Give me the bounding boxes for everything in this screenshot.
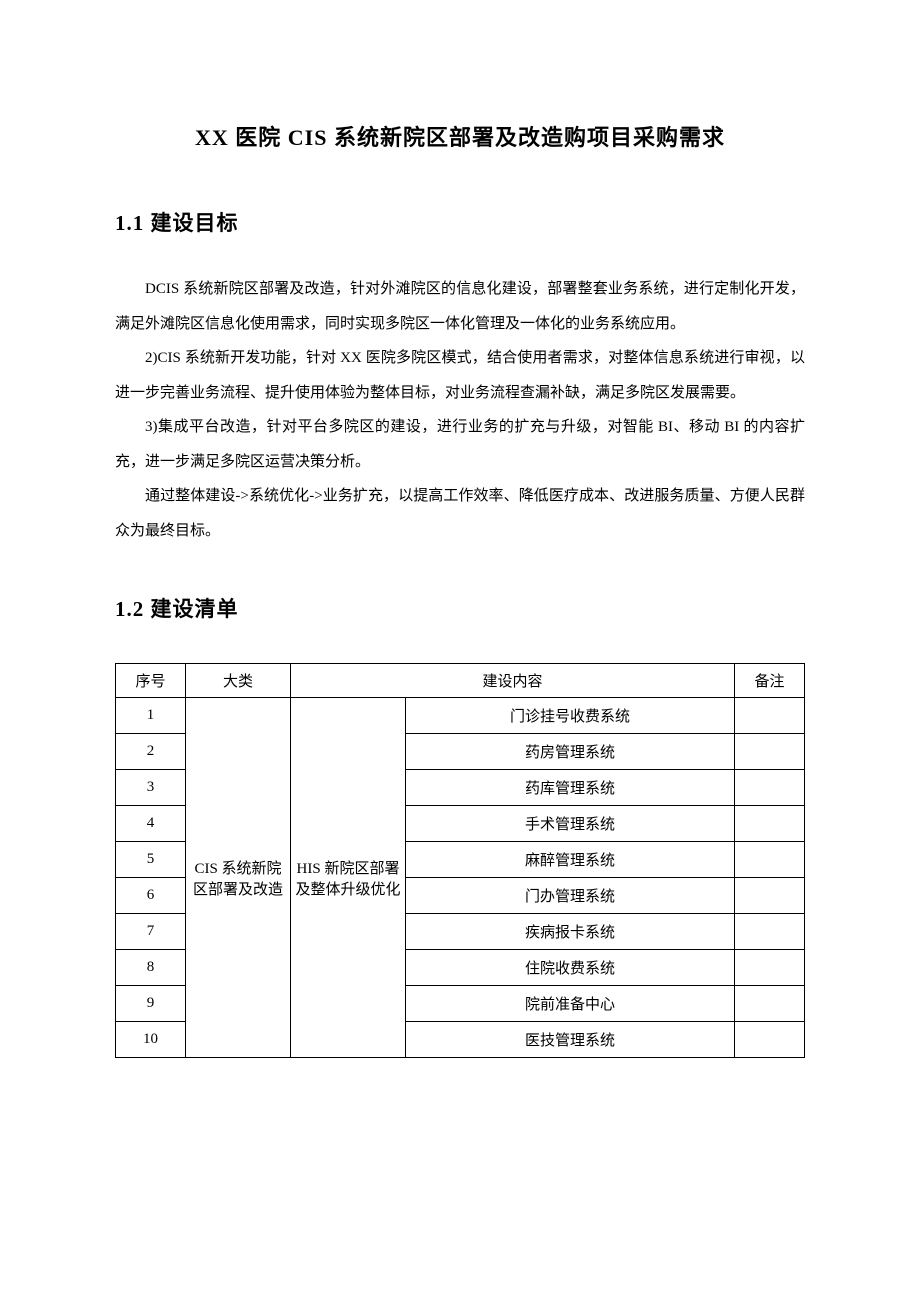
cell-remark xyxy=(735,698,805,734)
header-remark: 备注 xyxy=(735,664,805,698)
cell-seq: 10 xyxy=(116,1022,186,1058)
section-1-body: DCIS 系统新院区部署及改造，针对外滩院区的信息化建设，部署整套业务系统，进行… xyxy=(115,272,805,548)
cell-seq: 5 xyxy=(116,842,186,878)
table-row: 1 CIS 系统新院区部署及改造 HIS 新院区部署及整体升级优化 门诊挂号收费… xyxy=(116,698,805,734)
cell-content: 门诊挂号收费系统 xyxy=(406,698,735,734)
cell-content: 麻醉管理系统 xyxy=(406,842,735,878)
cell-seq: 6 xyxy=(116,878,186,914)
section-1-heading: 1.1 建设目标 xyxy=(115,207,805,237)
cell-remark xyxy=(735,734,805,770)
cell-category-merged: CIS 系统新院区部署及改造 xyxy=(186,698,291,1058)
cell-seq: 2 xyxy=(116,734,186,770)
cell-remark xyxy=(735,986,805,1022)
cell-remark xyxy=(735,1022,805,1058)
cell-seq: 3 xyxy=(116,770,186,806)
cell-content: 药房管理系统 xyxy=(406,734,735,770)
cell-remark xyxy=(735,914,805,950)
cell-remark xyxy=(735,806,805,842)
cell-remark xyxy=(735,950,805,986)
document-title: XX 医院 CIS 系统新院区部署及改造购项目采购需求 xyxy=(115,120,805,152)
cell-seq: 9 xyxy=(116,986,186,1022)
paragraph-1: DCIS 系统新院区部署及改造，针对外滩院区的信息化建设，部署整套业务系统，进行… xyxy=(115,272,805,341)
header-seq: 序号 xyxy=(116,664,186,698)
cell-content: 院前准备中心 xyxy=(406,986,735,1022)
table-body: 1 CIS 系统新院区部署及改造 HIS 新院区部署及整体升级优化 门诊挂号收费… xyxy=(116,698,805,1058)
paragraph-4: 通过整体建设->系统优化->业务扩充，以提高工作效率、降低医疗成本、改进服务质量… xyxy=(115,479,805,548)
cell-seq: 4 xyxy=(116,806,186,842)
cell-seq: 8 xyxy=(116,950,186,986)
cell-content: 药库管理系统 xyxy=(406,770,735,806)
cell-seq: 7 xyxy=(116,914,186,950)
paragraph-2: 2)CIS 系统新开发功能，针对 XX 医院多院区模式，结合使用者需求，对整体信… xyxy=(115,341,805,410)
paragraph-3: 3)集成平台改造，针对平台多院区的建设，进行业务的扩充与升级，对智能 BI、移动… xyxy=(115,410,805,479)
cell-content: 手术管理系统 xyxy=(406,806,735,842)
cell-subcategory-merged: HIS 新院区部署及整体升级优化 xyxy=(291,698,406,1058)
header-category: 大类 xyxy=(186,664,291,698)
table-header-row: 序号 大类 建设内容 备注 xyxy=(116,664,805,698)
section-2-heading: 1.2 建设清单 xyxy=(115,593,805,623)
build-list-table: 序号 大类 建设内容 备注 1 CIS 系统新院区部署及改造 HIS 新院区部署… xyxy=(115,663,805,1058)
cell-seq: 1 xyxy=(116,698,186,734)
cell-content: 门办管理系统 xyxy=(406,878,735,914)
header-content: 建设内容 xyxy=(291,664,735,698)
cell-remark xyxy=(735,770,805,806)
cell-content: 疾病报卡系统 xyxy=(406,914,735,950)
cell-content: 医技管理系统 xyxy=(406,1022,735,1058)
cell-content: 住院收费系统 xyxy=(406,950,735,986)
cell-remark xyxy=(735,842,805,878)
cell-remark xyxy=(735,878,805,914)
